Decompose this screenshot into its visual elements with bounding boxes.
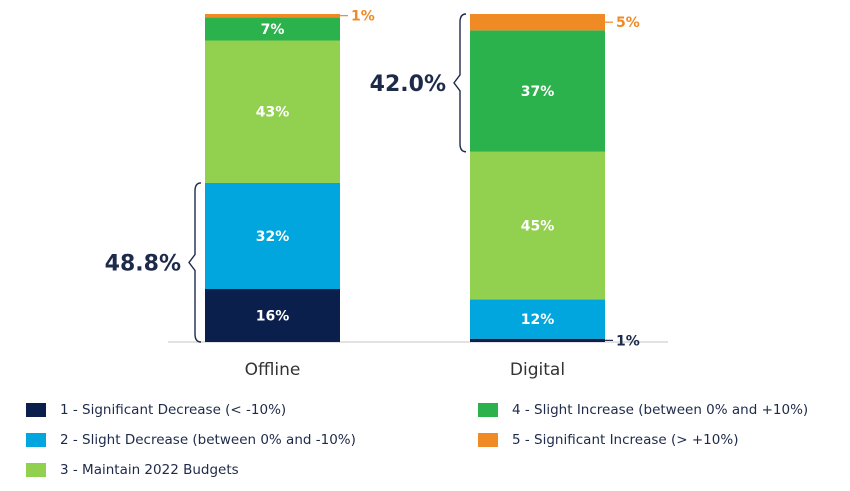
bracket-digital <box>453 13 467 153</box>
data-label-outside: 1% <box>616 333 640 349</box>
data-label: 12% <box>521 312 555 328</box>
data-label: 45% <box>521 219 555 235</box>
bracket-label: 48.8% <box>105 251 181 276</box>
bar-offline-series-1 <box>205 288 340 342</box>
bar-offline-series-2 <box>205 182 340 289</box>
bar-digital-series-4 <box>470 30 605 152</box>
bar-digital-series-1 <box>470 338 605 342</box>
data-label: 7% <box>261 22 285 38</box>
data-label: 37% <box>521 84 555 100</box>
data-label: 32% <box>256 229 290 245</box>
category-label: Digital <box>510 360 565 380</box>
data-label-outside: 1% <box>351 9 375 25</box>
bar-digital-series-3 <box>470 151 605 300</box>
bar-offline-series-4 <box>205 17 340 41</box>
bar-offline-series-3 <box>205 40 340 183</box>
bar-offline-series-5 <box>205 14 340 18</box>
bracket-offline <box>188 182 202 343</box>
bar-digital-series-5 <box>470 14 605 31</box>
category-label: Offline <box>245 360 301 380</box>
data-label: 16% <box>256 308 290 324</box>
bar-digital-series-2 <box>470 299 605 339</box>
bracket-label: 42.0% <box>370 72 446 97</box>
data-label: 43% <box>256 105 290 121</box>
data-label-outside: 5% <box>616 15 640 31</box>
